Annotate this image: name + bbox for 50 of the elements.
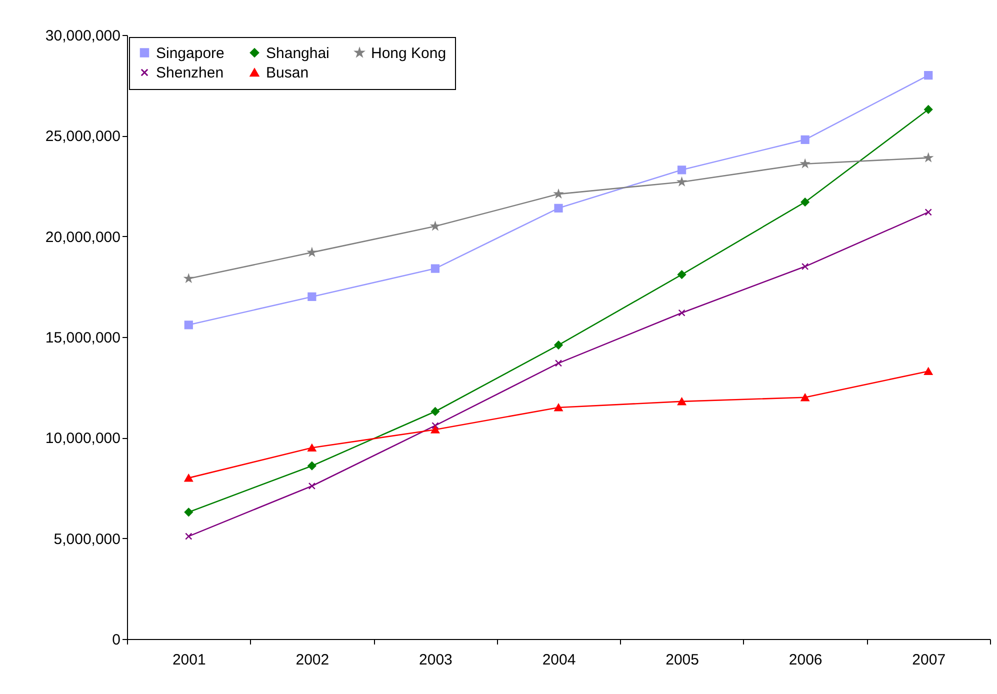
- point: [308, 292, 316, 302]
- x-tick-label: 2003: [419, 652, 452, 668]
- point: [677, 398, 686, 406]
- point: [185, 532, 192, 540]
- y-tick-label: 5,000,000: [54, 530, 120, 548]
- point: [924, 367, 933, 376]
- point: [924, 208, 932, 216]
- point: [677, 270, 686, 279]
- point: [554, 404, 563, 412]
- point: [677, 166, 686, 174]
- point: [924, 70, 933, 80]
- legend-label: Singapore: [156, 44, 224, 62]
- y-tick-label: 20,000,000: [45, 228, 120, 246]
- point: [184, 320, 193, 330]
- point: [800, 394, 810, 402]
- y-tick-label: 0: [112, 632, 120, 648]
- y-tick-label: 15,000,000: [45, 330, 120, 346]
- point: [430, 426, 440, 434]
- point: [554, 204, 563, 212]
- point: [432, 422, 439, 430]
- point: [308, 462, 316, 470]
- point: [308, 444, 316, 452]
- legend-label: Hong Kong: [371, 44, 446, 62]
- legend-label: Shenzhen: [156, 64, 224, 82]
- x-tick-label: 2002: [296, 652, 330, 668]
- point: [308, 482, 316, 490]
- x-tick-label: 2001: [172, 652, 206, 668]
- point: [431, 222, 440, 230]
- point: [184, 508, 193, 516]
- x-tick-label: 2006: [788, 652, 822, 668]
- point: [802, 262, 809, 270]
- x-tick-label: 2004: [542, 652, 576, 668]
- x-tick-label: 2005: [666, 652, 699, 668]
- point: [554, 340, 563, 350]
- point: [800, 135, 810, 144]
- x-tick-label: 2007: [912, 652, 946, 668]
- y-tick-label: 30,000,000: [45, 28, 120, 44]
- point: [430, 264, 440, 273]
- legend-label: Shanghai: [266, 44, 330, 62]
- point: [554, 190, 563, 198]
- point: [924, 105, 933, 114]
- point: [678, 178, 686, 186]
- y-tick-label: 25,000,000: [45, 128, 120, 146]
- point: [184, 474, 193, 482]
- point: [430, 407, 440, 416]
- point: [554, 360, 562, 367]
- y-tick-label: 10,000,000: [45, 430, 120, 448]
- point: [678, 309, 686, 316]
- point: [800, 198, 810, 206]
- legend-label: Busan: [266, 64, 309, 82]
